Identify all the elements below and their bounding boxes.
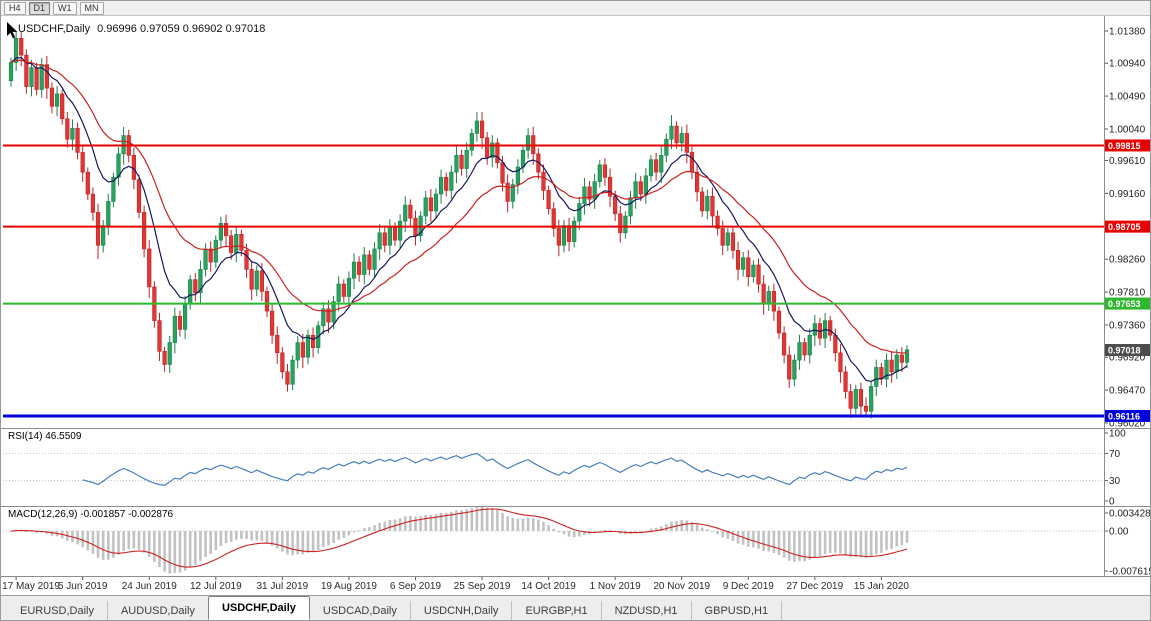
tab-usdcad-daily[interactable]: USDCAD,Daily <box>310 601 411 620</box>
svg-text:6 Sep 2019: 6 Sep 2019 <box>390 581 442 592</box>
tab-usdchf-daily[interactable]: USDCHF,Daily <box>207 596 310 620</box>
tab-eurusd-daily[interactable]: EURUSD,Daily <box>7 601 108 620</box>
price-chart[interactable]: 1.01380 1.00940 1.00490 1.00040 0.99610 0.991… <box>1 1 1151 598</box>
price-tags: 0.99815 0.98705 0.97653 0.96116 0.97018 <box>1105 139 1150 422</box>
svg-text:-0.007615: -0.007615 <box>1109 566 1151 577</box>
svg-text:0.97018: 0.97018 <box>1108 346 1141 356</box>
svg-text:14 Oct 2019: 14 Oct 2019 <box>521 581 576 592</box>
svg-text:0.99610: 0.99610 <box>1109 156 1146 167</box>
tab-gbpusd-h1[interactable]: GBPUSD,H1 <box>692 601 783 620</box>
timeframe-button-w1[interactable]: W1 <box>53 1 77 15</box>
tab-audusd-daily[interactable]: AUDUSD,Daily <box>108 601 209 620</box>
svg-text:0.00: 0.00 <box>1109 527 1129 538</box>
rsi-line <box>82 452 908 486</box>
svg-text:1.00040: 1.00040 <box>1109 125 1146 136</box>
indicator-gridlines <box>3 452 1104 532</box>
svg-text:0.97810: 0.97810 <box>1109 288 1146 299</box>
svg-text:30: 30 <box>1109 476 1121 487</box>
ohlc-values: 0.96996 0.97059 0.96902 0.97018 <box>97 23 266 35</box>
symbol-tabbar: EURUSD,Daily AUDUSD,Daily USDCHF,Daily USDC… <box>1 595 1150 620</box>
panel-borders <box>1 15 1150 577</box>
svg-text:0.97653: 0.97653 <box>1108 299 1141 309</box>
svg-text:25 Sep 2019: 25 Sep 2019 <box>454 581 511 592</box>
svg-text:0.96116: 0.96116 <box>1108 411 1140 421</box>
svg-text:0: 0 <box>1109 497 1115 508</box>
svg-text:0.97360: 0.97360 <box>1109 321 1146 332</box>
tab-usdcnh-daily[interactable]: USDCNH,Daily <box>411 601 513 620</box>
symbol-name: USDCHF,Daily <box>18 23 91 35</box>
svg-text:0.99815: 0.99815 <box>1108 141 1141 151</box>
svg-text:9 Dec 2019: 9 Dec 2019 <box>723 581 775 592</box>
svg-text:100: 100 <box>1109 429 1126 440</box>
timeframe-button-h4[interactable]: H4 <box>4 1 26 15</box>
chart-canvas[interactable]: 1.01380 1.00940 1.00490 1.00040 0.99610 0.991… <box>1 1 1151 603</box>
macd-signal-line <box>10 508 908 568</box>
svg-text:15 Jan 2020: 15 Jan 2020 <box>854 581 909 592</box>
mouse-cursor-icon <box>7 22 18 39</box>
svg-text:24 Jun 2019: 24 Jun 2019 <box>122 581 177 592</box>
svg-text:1.00940: 1.00940 <box>1109 59 1146 70</box>
svg-text:5 Jun 2019: 5 Jun 2019 <box>58 581 108 592</box>
horizontal-levels <box>3 144 1104 418</box>
rsi-indicator-label: RSI(14) 46.5509 <box>8 431 82 442</box>
svg-text:1.00490: 1.00490 <box>1109 92 1146 103</box>
svg-text:31 Jul 2019: 31 Jul 2019 <box>257 581 309 592</box>
macd-indicator-label: MACD(12,26,9) -0.001857 -0.002876 <box>8 509 174 520</box>
svg-text:0.98260: 0.98260 <box>1109 255 1146 266</box>
svg-text:70: 70 <box>1109 449 1121 460</box>
svg-text:12 Jul 2019: 12 Jul 2019 <box>190 581 242 592</box>
moving-averages <box>10 56 908 383</box>
timeframe-button-mn[interactable]: MN <box>79 1 104 15</box>
svg-text:0.98705: 0.98705 <box>1108 222 1141 232</box>
panel-backgrounds <box>1 15 1150 598</box>
svg-text:20 Nov 2019: 20 Nov 2019 <box>653 581 710 592</box>
chart-title: USDCHF,Daily 0.96996 0.97059 0.96902 0.97… <box>18 23 265 35</box>
tab-eurgbp-h1[interactable]: EURGBP,H1 <box>512 601 602 620</box>
timeframe-toolbar: H4 D1 W1 MN <box>1 1 1150 16</box>
svg-text:0.96020: 0.96020 <box>1109 419 1146 430</box>
svg-text:27 Dec 2019: 27 Dec 2019 <box>786 581 843 592</box>
svg-text:1.01380: 1.01380 <box>1109 27 1146 38</box>
svg-text:0.96920: 0.96920 <box>1109 353 1146 364</box>
svg-text:0.003428: 0.003428 <box>1109 508 1151 519</box>
tab-nzdusd-h1[interactable]: NZDUSD,H1 <box>602 601 692 620</box>
svg-text:0.99160: 0.99160 <box>1109 189 1146 200</box>
svg-text:1 Nov 2019: 1 Nov 2019 <box>590 581 642 592</box>
timeframe-button-d1[interactable]: D1 <box>28 1 51 15</box>
svg-text:19 Aug 2019: 19 Aug 2019 <box>321 581 378 592</box>
svg-text:0.96470: 0.96470 <box>1109 386 1146 397</box>
svg-text:17 May 2019: 17 May 2019 <box>2 581 60 592</box>
